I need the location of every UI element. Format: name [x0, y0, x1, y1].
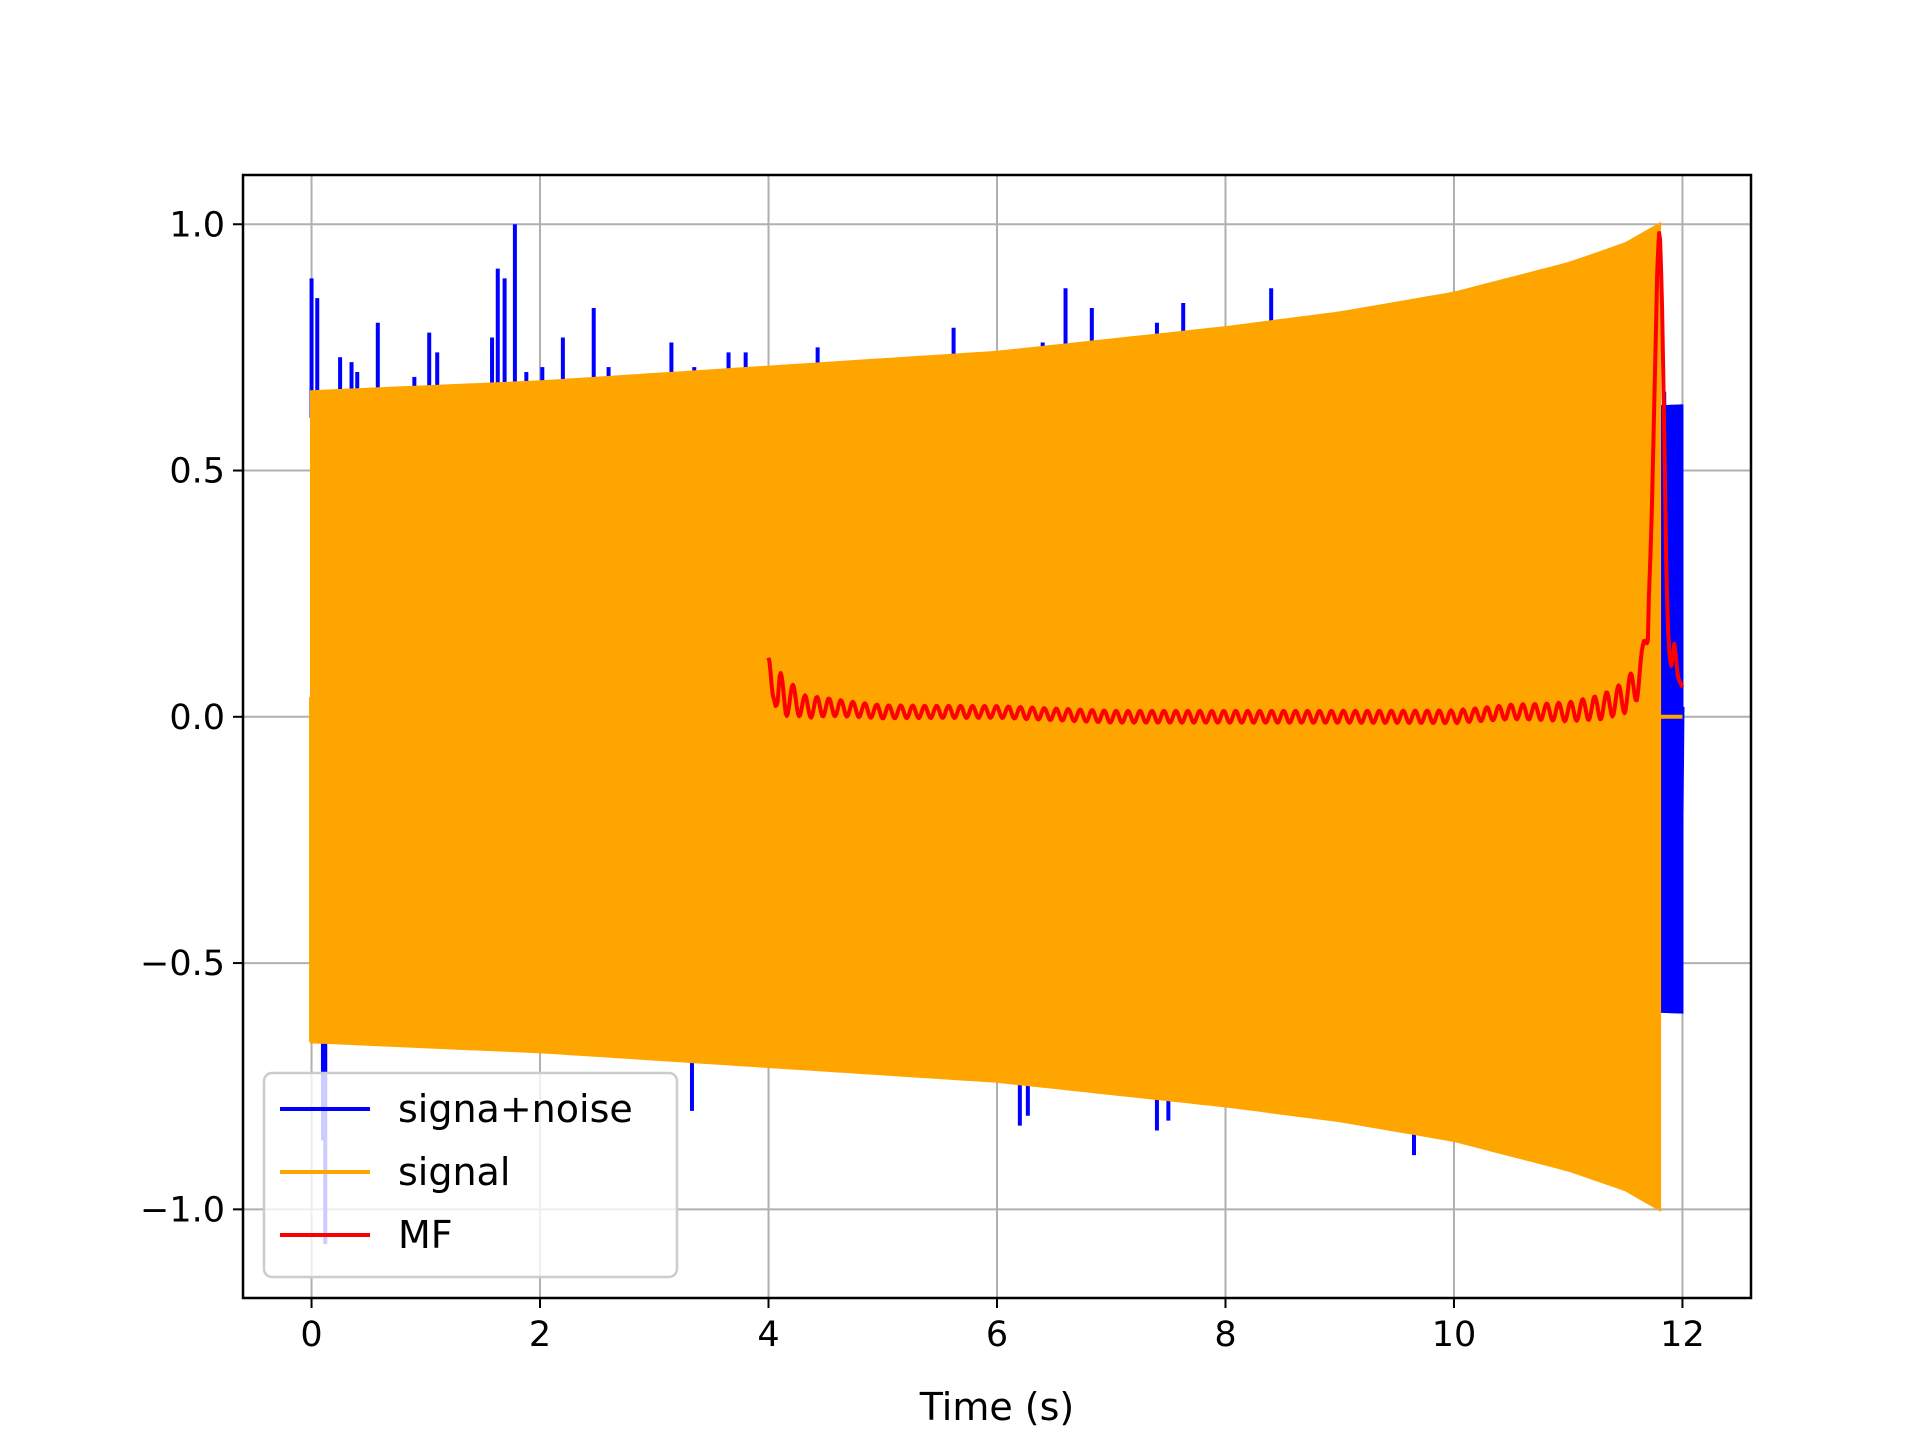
legend-label-signal: signal	[398, 1150, 510, 1194]
axis-ticks: 0 2 4 6 8 10 12 −1.0 −0.5 0.0 0.5 1.0	[140, 205, 1705, 1355]
x-tick-label: 0	[300, 1315, 322, 1355]
legend: signa+noise signal MF	[262, 1071, 679, 1279]
signal-chirp	[310, 221, 1662, 1212]
x-tick-label: 6	[986, 1315, 1008, 1355]
x-tick-label: 2	[529, 1315, 551, 1355]
mf-line	[766, 231, 1685, 726]
series-layer	[309, 221, 1685, 1244]
x-tick-label: 8	[1214, 1315, 1236, 1355]
x-axis-label: Time (s)	[919, 1385, 1075, 1429]
legend-label-signa-noise: signa+noise	[398, 1087, 633, 1131]
x-tick-label: 12	[1660, 1315, 1705, 1355]
y-tick-label: 1.0	[169, 205, 225, 245]
x-tick-label: 10	[1432, 1315, 1477, 1355]
legend-box	[262, 1071, 679, 1279]
y-tick-label: 0.0	[169, 698, 225, 738]
y-tick-label: −0.5	[140, 944, 225, 984]
legend-label-mf: MF	[398, 1213, 453, 1257]
x-tick-label: 4	[757, 1315, 779, 1355]
y-tick-label: −1.0	[140, 1190, 225, 1230]
y-tick-label: 0.5	[169, 452, 225, 492]
